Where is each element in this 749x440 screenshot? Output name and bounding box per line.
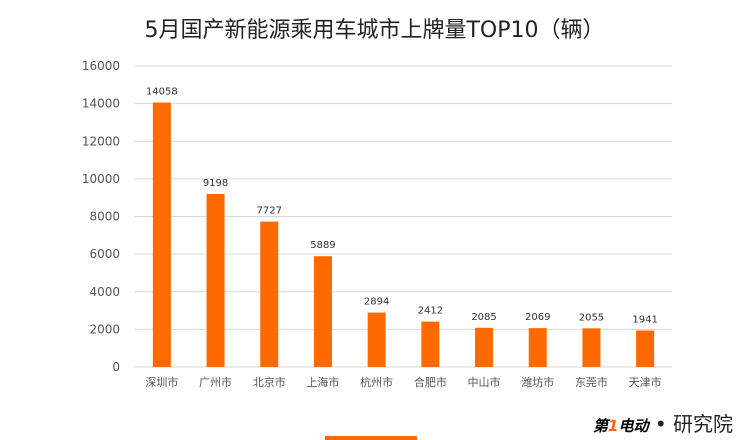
x-tick-label: 潍坊市: [521, 375, 554, 389]
bar: [636, 330, 655, 367]
data-label: 1941: [632, 314, 657, 325]
x-tick-label: 天津市: [629, 375, 662, 389]
data-label: 2055: [579, 312, 604, 323]
bar: [260, 221, 279, 367]
data-label: 2069: [525, 312, 550, 323]
data-label: 2412: [418, 306, 443, 317]
y-tick-label: 14000: [82, 97, 120, 111]
y-tick-label: 12000: [82, 134, 120, 148]
x-tick-label: 广州市: [199, 375, 232, 389]
bar: [421, 321, 440, 367]
x-tick-label: 合肥市: [414, 375, 447, 389]
x-tick-label: 中山市: [468, 375, 501, 389]
y-tick-label: 4000: [89, 285, 120, 299]
data-label: 14058: [146, 87, 178, 98]
x-tick-label: 东莞市: [575, 375, 608, 389]
bar: [475, 327, 494, 367]
data-label: 2894: [364, 297, 389, 308]
y-tick-label: 2000: [89, 322, 120, 336]
data-label: 9198: [203, 178, 228, 189]
logo-suffix: • 研究院: [654, 412, 733, 436]
data-label: 2085: [471, 312, 496, 323]
bar: [313, 256, 332, 367]
bar: [528, 328, 547, 367]
bar: [367, 312, 386, 367]
x-tick-label: 上海市: [306, 375, 339, 389]
y-tick-label: 16000: [82, 59, 120, 73]
y-tick-label: 8000: [89, 210, 120, 224]
bar: [152, 102, 171, 367]
bottom-accent-bar: [325, 436, 417, 440]
data-label: 7727: [257, 206, 282, 217]
y-tick-label: 10000: [82, 172, 120, 186]
y-tick-label: 6000: [89, 247, 120, 261]
chart-title: 5月国产新能源乘用车城市上牌量TOP10（辆）: [144, 18, 605, 43]
bar: [582, 328, 601, 367]
y-tick-label: 0: [112, 360, 120, 374]
data-label: 5889: [310, 240, 335, 251]
brand-logo: 第1电动 • 研究院: [593, 412, 733, 436]
bar: [206, 193, 225, 367]
x-tick-label: 北京市: [253, 375, 286, 389]
x-tick-label: 杭州市: [360, 375, 393, 389]
x-tick-label: 深圳市: [145, 375, 178, 389]
